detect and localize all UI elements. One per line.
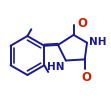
- Text: HN: HN: [47, 62, 65, 72]
- Text: O: O: [81, 71, 91, 84]
- Text: NH: NH: [89, 37, 107, 47]
- Text: O: O: [77, 17, 87, 30]
